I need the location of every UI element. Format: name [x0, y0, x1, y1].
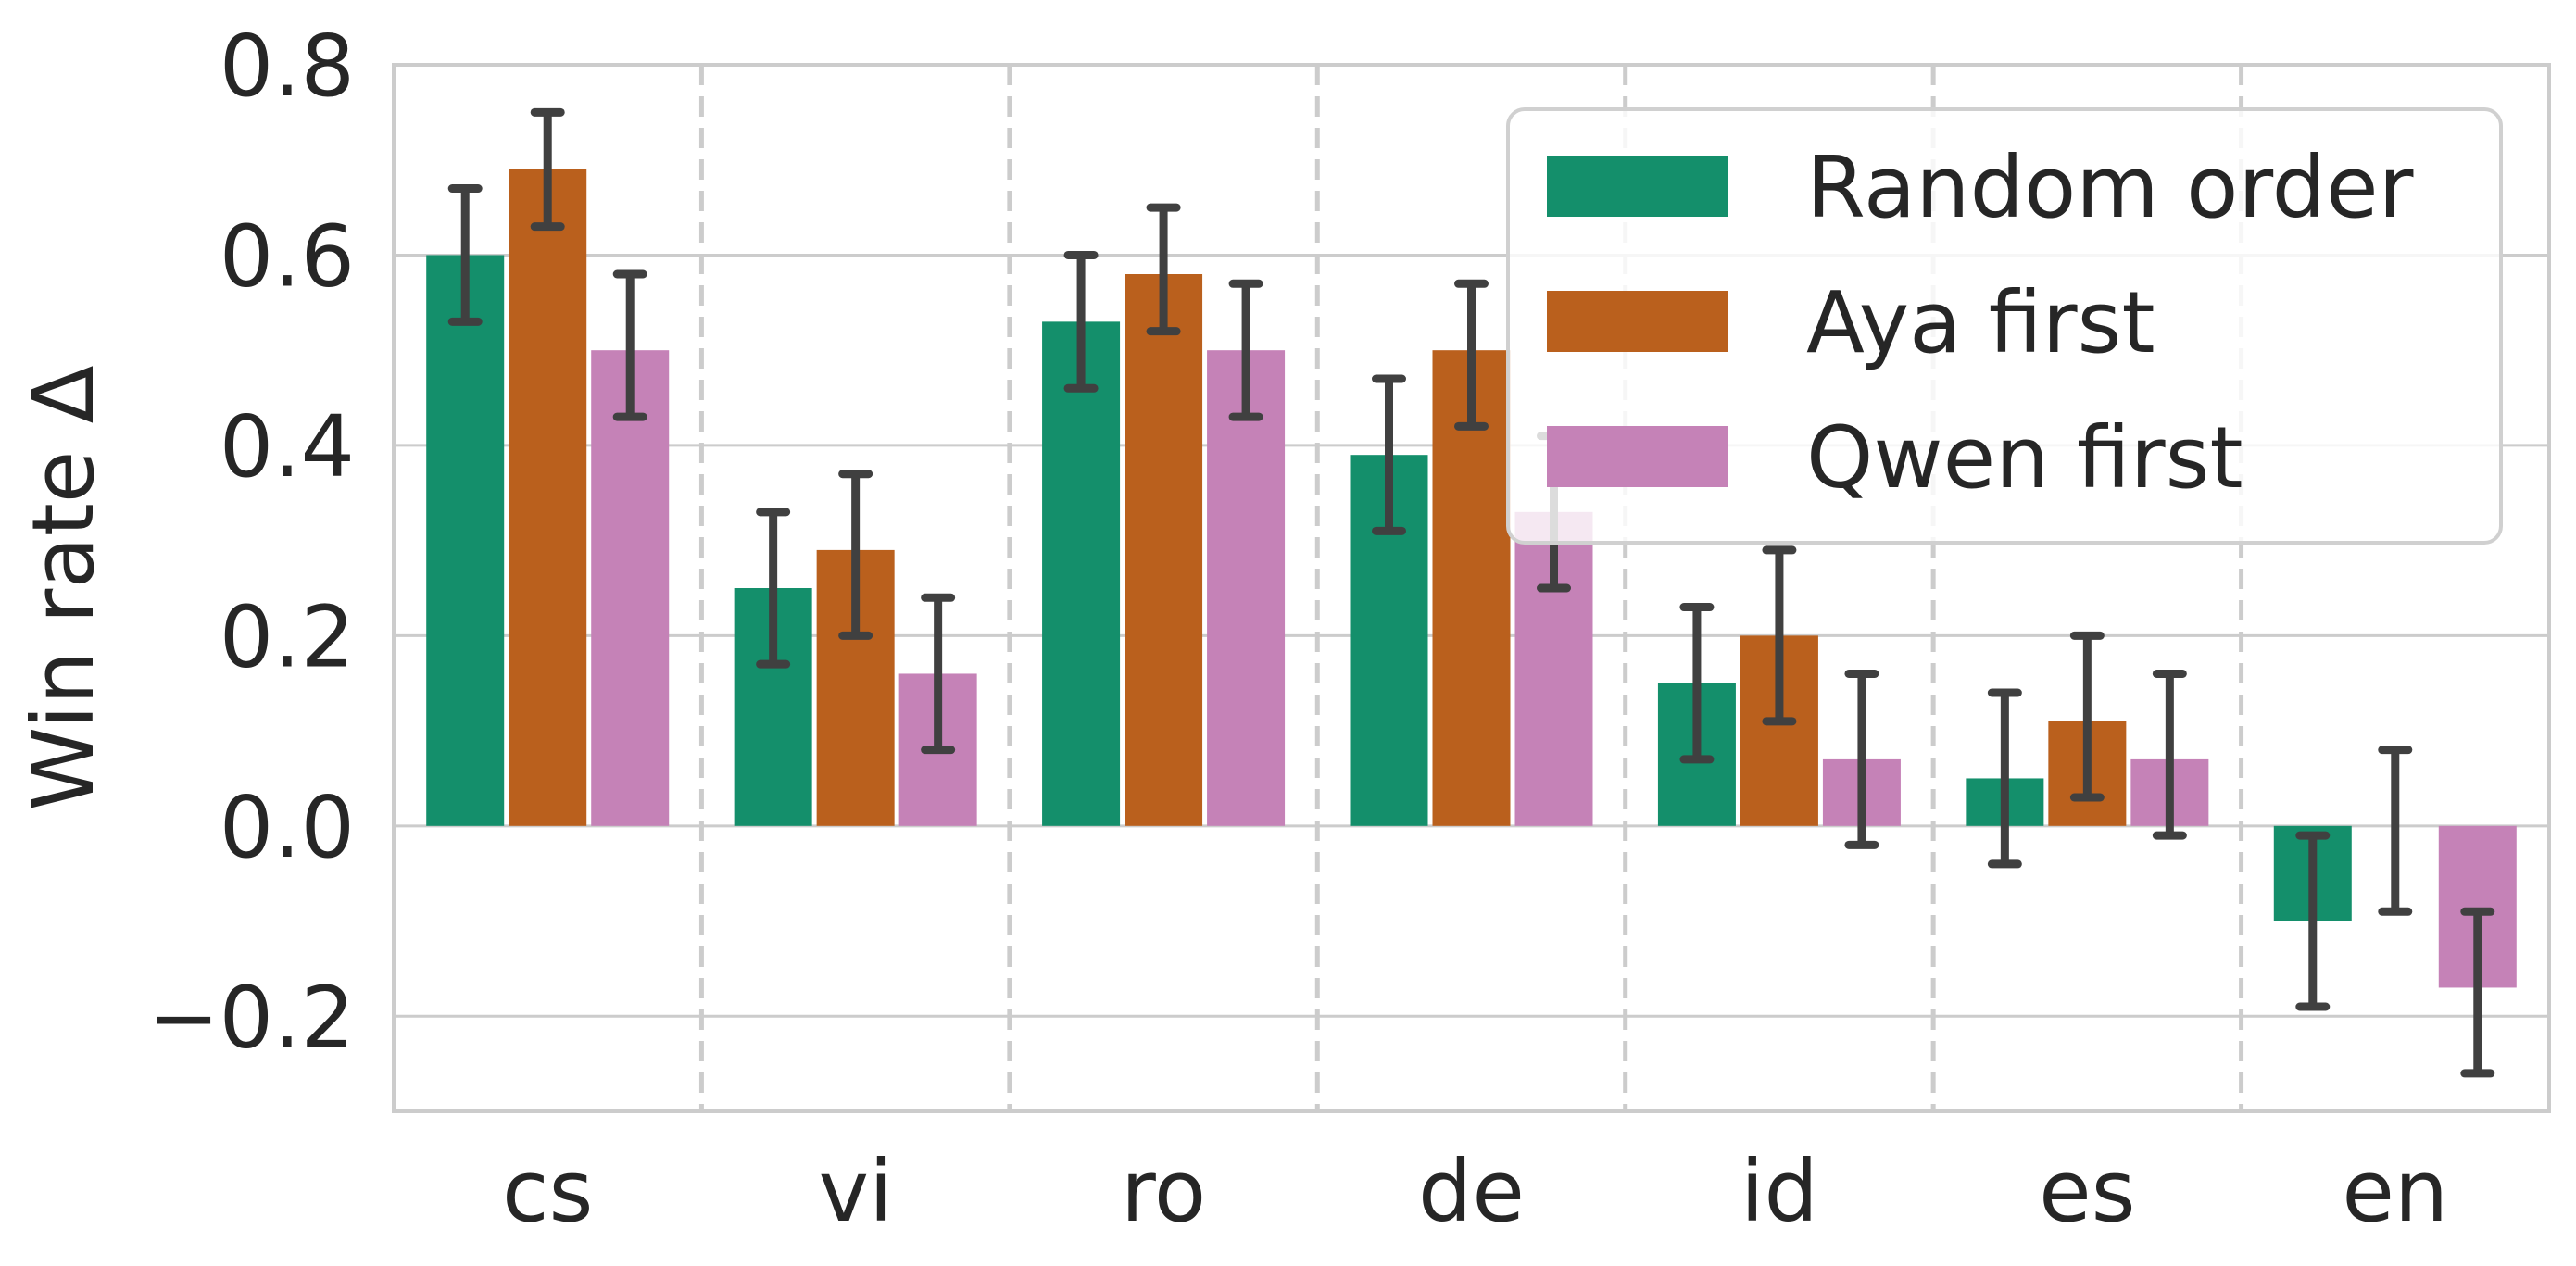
legend-label-qwen-first: Qwen first: [1806, 408, 2243, 508]
bar-cs-aya-first: [509, 169, 587, 826]
x-tick-label-en: en: [2342, 1142, 2448, 1241]
x-tick-label-vi: vi: [819, 1142, 893, 1241]
legend-box: [1506, 107, 2503, 545]
y-tick-label: 0.8: [220, 17, 355, 116]
legend-label-random-order: Random order: [1806, 138, 2414, 237]
legend-swatch-qwen-first: [1547, 426, 1728, 487]
bar-cs-random-order: [426, 255, 505, 826]
legend-label-aya-first: Aya first: [1806, 273, 2155, 372]
y-tick-label: 0.4: [220, 397, 355, 496]
y-tick-label: −0.2: [148, 968, 355, 1067]
x-tick-label-id: id: [1740, 1142, 1818, 1241]
y-axis-label: Win rate Δ: [14, 365, 113, 810]
axes-layer: −0.2 0.0 0.2 0.4 0.6 0.8 cs vi ro de id es en Win rat…: [14, 17, 2551, 1241]
bars-layer: [426, 169, 2517, 988]
legend-swatch-aya-first: [1547, 291, 1728, 352]
x-tick-label-cs: cs: [502, 1142, 594, 1241]
bar-cs-qwen-first: [591, 350, 670, 826]
legend-swatch-random-order: [1547, 156, 1728, 217]
bar-ro-random-order: [1042, 321, 1121, 826]
plot-frame: [392, 63, 2551, 1113]
x-tick-label-de: de: [1418, 1142, 1525, 1241]
y-tick-label: 0.2: [220, 587, 355, 686]
x-tick-label-ro: ro: [1121, 1142, 1206, 1241]
legend: Random order Aya first Qwen first: [1506, 107, 2503, 545]
y-tick-label: 0.0: [220, 778, 355, 877]
bar-ro-aya-first: [1125, 274, 1203, 826]
y-tick-label: 0.6: [220, 207, 355, 306]
x-tick-label-es: es: [2039, 1142, 2136, 1241]
bar-ro-qwen-first: [1207, 350, 1286, 826]
